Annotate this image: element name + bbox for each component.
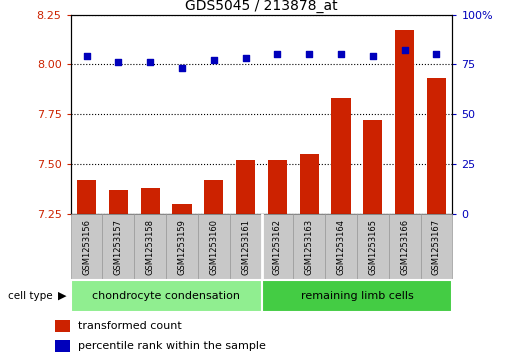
Text: remaining limb cells: remaining limb cells (301, 291, 413, 301)
Point (114, 60, 122, 65)
Bar (230, 214, 262, 280)
Bar (166, 214, 198, 280)
Point (305, 52, 313, 57)
Text: percentile rank within the sample: percentile rank within the sample (78, 341, 266, 351)
Bar (395, 30, 414, 214)
Point (178, 66, 186, 72)
Point (210, 58, 218, 64)
Bar (103, 214, 134, 280)
Point (433, 52, 441, 57)
Bar (109, 190, 128, 214)
Text: ▶: ▶ (58, 291, 66, 301)
Text: GSM1253166: GSM1253166 (400, 219, 409, 275)
Point (401, 48, 409, 53)
Text: GSM1253165: GSM1253165 (368, 219, 378, 275)
Bar (268, 160, 287, 214)
Point (273, 52, 281, 57)
Text: GSM1253161: GSM1253161 (241, 219, 250, 275)
Bar (141, 188, 160, 214)
Bar (293, 214, 325, 280)
Text: transformed count: transformed count (78, 321, 181, 331)
Bar (198, 214, 230, 280)
Text: GSM1253156: GSM1253156 (82, 219, 91, 275)
Text: GSM1253159: GSM1253159 (177, 219, 187, 275)
Title: GDS5045 / 213878_at: GDS5045 / 213878_at (185, 0, 338, 13)
Point (82, 53, 90, 59)
Bar (55, 320, 70, 332)
Bar (427, 78, 446, 214)
Bar (55, 340, 70, 352)
Text: GSM1253164: GSM1253164 (336, 219, 346, 275)
Text: GSM1253157: GSM1253157 (114, 219, 123, 275)
Bar (357, 214, 389, 280)
Bar (332, 98, 350, 214)
Bar (71, 280, 262, 312)
Text: cell type: cell type (8, 291, 56, 301)
Bar (325, 214, 357, 280)
Text: GSM1253162: GSM1253162 (273, 219, 282, 275)
Bar (262, 214, 293, 280)
Text: GSM1253158: GSM1253158 (145, 219, 155, 275)
Point (337, 52, 345, 57)
Bar (71, 214, 103, 280)
Bar (134, 214, 166, 280)
Bar (77, 180, 96, 214)
Text: GSM1253160: GSM1253160 (209, 219, 218, 275)
Bar (262, 280, 452, 312)
Point (146, 60, 154, 65)
Text: GSM1253163: GSM1253163 (305, 219, 314, 275)
Bar (389, 214, 420, 280)
Text: chondrocyte condensation: chondrocyte condensation (92, 291, 240, 301)
Bar (420, 214, 452, 280)
Bar (236, 160, 255, 214)
Text: GSM1253167: GSM1253167 (432, 219, 441, 275)
Bar (204, 180, 223, 214)
Point (242, 56, 250, 61)
Bar (300, 154, 319, 214)
Bar (173, 204, 191, 214)
Bar (363, 121, 382, 214)
Point (369, 53, 377, 59)
